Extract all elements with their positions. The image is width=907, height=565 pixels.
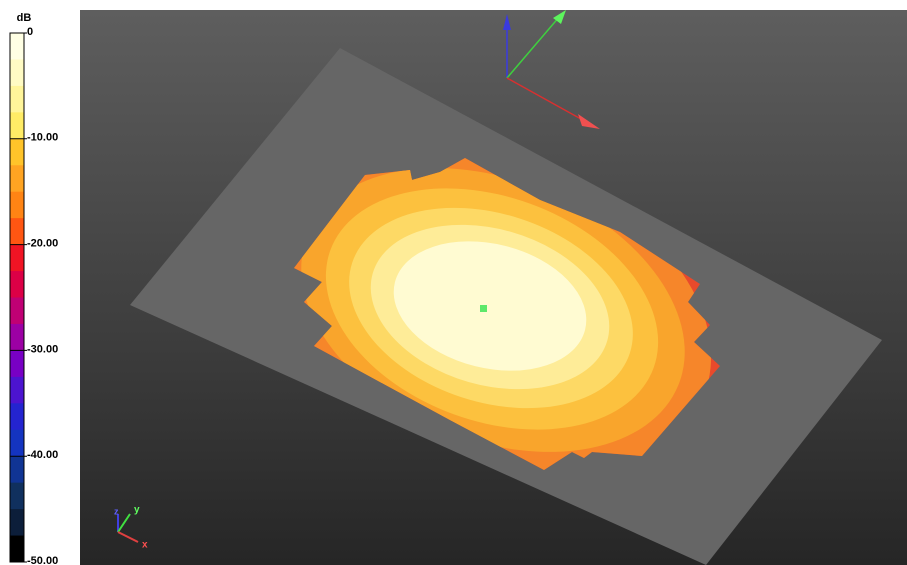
- colorbar-band: [10, 271, 24, 298]
- colorbar-label: -30.00: [27, 343, 58, 355]
- colorbar-band: [10, 59, 24, 87]
- heatmap: [294, 158, 720, 470]
- mini-x: [117, 531, 139, 543]
- y-arrow: [553, 10, 566, 24]
- colorbar-band: [10, 138, 24, 166]
- mini-gizmo: z y x: [114, 505, 148, 551]
- source-marker: [480, 305, 487, 312]
- colorbar-band: [10, 403, 24, 431]
- colorbar-band: [10, 429, 24, 457]
- colorbar-unit: dB: [17, 12, 32, 24]
- colorbar-band: [10, 112, 24, 140]
- colorbar-band: [10, 218, 24, 246]
- colorbar-band: [10, 191, 24, 219]
- axes-triad: [503, 10, 600, 129]
- colorbar-band: [10, 165, 24, 193]
- contour: [393, 241, 587, 371]
- mini-x-label: x: [142, 540, 148, 551]
- colorbar-label: -10.00: [27, 132, 58, 144]
- colorbar-band: [10, 350, 24, 378]
- colorbar-label: -50.00: [27, 555, 58, 565]
- colorbar-label: -20.00: [27, 238, 58, 250]
- colorbar-band: [10, 297, 24, 325]
- mini-y-label: y: [134, 505, 140, 516]
- colorbar-band: [10, 482, 24, 510]
- colorbar-band: [10, 244, 24, 272]
- colorbar-band: [10, 456, 24, 484]
- colorbar-band: [10, 535, 24, 563]
- mini-z-label: z: [114, 506, 119, 516]
- colorbar-band: [10, 376, 24, 404]
- colorbar: 0 -10.00 -20.00 -30.00 -40.00 -50.00: [9, 26, 58, 565]
- x-axis: [506, 77, 591, 125]
- colorbar-band: [10, 33, 24, 60]
- y-axis: [506, 15, 561, 79]
- colorbar-band: [10, 85, 24, 113]
- colorbar-label: -40.00: [27, 449, 58, 461]
- x-arrow: [578, 114, 600, 129]
- colorbar-label: 0: [27, 26, 33, 38]
- colorbar-band: [10, 509, 24, 537]
- mini-y: [117, 513, 131, 533]
- z-arrow: [503, 14, 511, 30]
- colorbar-band: [10, 323, 24, 351]
